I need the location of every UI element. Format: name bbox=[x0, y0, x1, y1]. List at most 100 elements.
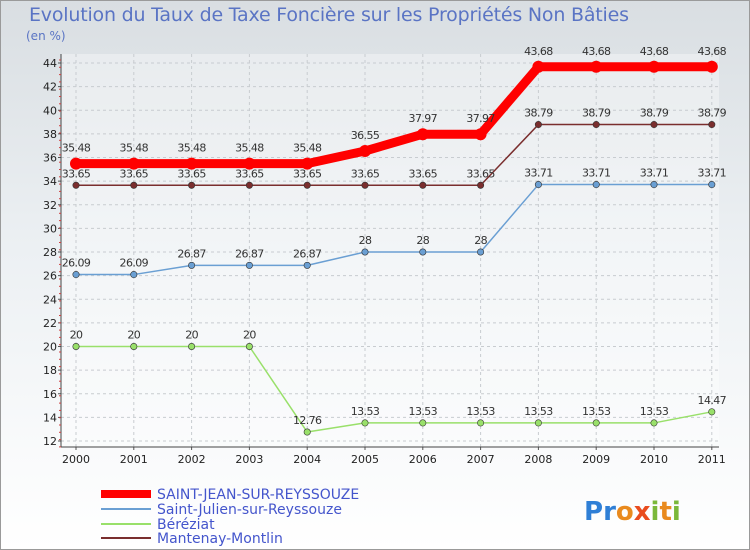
y-tick-label: 36 bbox=[43, 152, 57, 165]
data-point bbox=[474, 128, 487, 141]
x-tick-label: 2006 bbox=[409, 453, 437, 466]
legend-label: Saint-Julien-sur-Reyssouze bbox=[157, 502, 342, 518]
x-tick-label: 2002 bbox=[178, 453, 206, 466]
data-label: 35.48 bbox=[120, 142, 149, 155]
data-label: 35.48 bbox=[235, 142, 264, 155]
data-point bbox=[245, 342, 253, 350]
data-label: 33.65 bbox=[120, 167, 149, 180]
data-label: 38.79 bbox=[582, 107, 611, 120]
x-tick-label: 2000 bbox=[62, 453, 90, 466]
data-point bbox=[130, 342, 138, 350]
data-point bbox=[648, 60, 660, 73]
data-point bbox=[477, 248, 485, 256]
data-point bbox=[130, 271, 138, 279]
data-point bbox=[477, 181, 485, 189]
data-point bbox=[245, 181, 253, 189]
data-label: 28 bbox=[416, 234, 429, 247]
series-line-1 bbox=[75, 183, 713, 276]
chart-title: Evolution du Taux de Taxe Foncière sur l… bbox=[29, 4, 629, 26]
data-point bbox=[416, 128, 429, 141]
x-tick-label: 2007 bbox=[467, 453, 495, 466]
data-label: 33.65 bbox=[351, 167, 380, 180]
y-tick-label: 40 bbox=[43, 104, 57, 117]
data-point bbox=[419, 181, 427, 189]
data-point bbox=[534, 419, 542, 427]
data-point bbox=[188, 261, 196, 269]
data-label: 33.71 bbox=[524, 167, 553, 180]
data-label: 33.71 bbox=[640, 167, 669, 180]
data-point bbox=[303, 261, 311, 269]
data-label: 26.87 bbox=[235, 247, 264, 260]
data-point bbox=[419, 419, 427, 427]
y-tick-label: 28 bbox=[43, 246, 57, 259]
data-point bbox=[592, 181, 600, 189]
y-tick-label: 22 bbox=[43, 317, 57, 330]
x-tick-label: 2011 bbox=[698, 453, 726, 466]
data-label: 20 bbox=[185, 329, 198, 342]
data-label: 37.97 bbox=[466, 112, 495, 125]
data-label: 13.53 bbox=[640, 405, 669, 418]
data-label: 13.53 bbox=[409, 405, 438, 418]
data-label: 26.87 bbox=[177, 247, 206, 260]
data-point bbox=[592, 419, 600, 427]
data-point bbox=[590, 60, 603, 73]
data-label: 38.79 bbox=[640, 107, 669, 120]
data-point bbox=[185, 157, 198, 170]
data-label: 43.68 bbox=[640, 45, 669, 58]
data-point bbox=[532, 60, 545, 73]
data-label: 26.87 bbox=[293, 247, 322, 260]
y-tick-label: 44 bbox=[43, 57, 57, 70]
data-point bbox=[130, 181, 138, 189]
data-label: 33.65 bbox=[177, 167, 206, 180]
data-label: 38.79 bbox=[698, 107, 727, 120]
data-label: 26.09 bbox=[62, 257, 91, 270]
series-line-0 bbox=[71, 62, 717, 169]
data-point bbox=[72, 342, 80, 350]
data-label: 38.79 bbox=[524, 107, 553, 120]
data-label: 26.09 bbox=[120, 257, 149, 270]
data-point bbox=[534, 181, 542, 189]
y-tick-label: 38 bbox=[43, 128, 57, 141]
data-point bbox=[534, 121, 542, 129]
data-label: 28 bbox=[474, 234, 487, 247]
data-point bbox=[419, 248, 427, 256]
data-label: 33.65 bbox=[409, 167, 438, 180]
x-tick-label: 2010 bbox=[640, 453, 668, 466]
data-point bbox=[127, 157, 140, 170]
data-point bbox=[245, 261, 253, 269]
data-label: 37.97 bbox=[409, 112, 438, 125]
data-label: 14.47 bbox=[698, 394, 727, 407]
data-point bbox=[650, 181, 658, 189]
data-label: 13.53 bbox=[582, 405, 611, 418]
y-tick-label: 24 bbox=[43, 293, 57, 306]
data-label: 43.68 bbox=[582, 45, 611, 58]
data-label: 13.53 bbox=[466, 405, 495, 418]
y-tick-label: 12 bbox=[43, 435, 57, 448]
data-label: 33.65 bbox=[235, 167, 264, 180]
data-label: 20 bbox=[127, 329, 140, 342]
data-label: 33.71 bbox=[582, 167, 611, 180]
y-tick-label: 26 bbox=[43, 270, 57, 283]
y-tick-label: 42 bbox=[43, 81, 57, 94]
data-point bbox=[70, 157, 82, 170]
data-point bbox=[303, 428, 311, 436]
data-point bbox=[650, 121, 658, 129]
data-label: 35.48 bbox=[293, 142, 322, 155]
data-point bbox=[592, 121, 600, 129]
data-point bbox=[303, 181, 311, 189]
data-point bbox=[359, 145, 371, 158]
data-point bbox=[361, 419, 369, 427]
plot-area bbox=[61, 54, 719, 447]
data-label: 33.65 bbox=[62, 167, 91, 180]
data-point bbox=[705, 60, 718, 73]
legend-label: Mantenay-Montlin bbox=[157, 531, 283, 547]
data-point bbox=[72, 271, 80, 279]
data-point bbox=[188, 342, 196, 350]
data-label: 33.65 bbox=[293, 167, 322, 180]
x-tick-label: 2009 bbox=[582, 453, 610, 466]
x-tick-label: 2004 bbox=[293, 453, 321, 466]
data-point bbox=[650, 419, 658, 427]
data-point bbox=[708, 408, 716, 416]
data-label: 43.68 bbox=[524, 45, 553, 58]
